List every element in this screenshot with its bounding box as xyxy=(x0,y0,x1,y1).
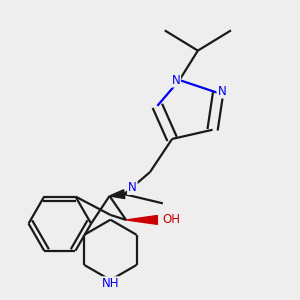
Text: N: N xyxy=(128,181,137,194)
Polygon shape xyxy=(110,190,125,199)
Text: OH: OH xyxy=(162,213,180,226)
Text: NH: NH xyxy=(102,277,119,290)
Polygon shape xyxy=(126,215,158,224)
Text: N: N xyxy=(218,85,226,98)
Text: N: N xyxy=(171,74,180,87)
